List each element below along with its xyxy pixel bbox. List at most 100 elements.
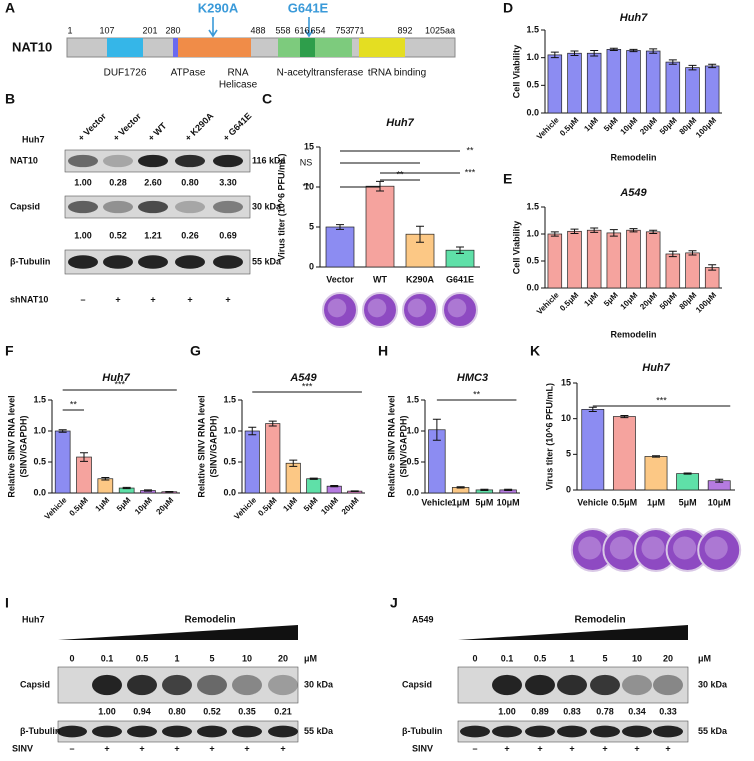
size-label: 116 kDa xyxy=(252,155,287,165)
x-tick-label: 1μM xyxy=(582,115,600,133)
x-tick-label: 0.5μM xyxy=(67,495,90,518)
plaque-spots xyxy=(327,298,347,318)
x-tick-label: 20μM xyxy=(340,495,361,516)
quant-label: 1.00 xyxy=(74,177,92,187)
bar xyxy=(244,430,260,494)
plaque-spots xyxy=(447,298,467,318)
x-tick-label: Vehicle xyxy=(535,290,561,316)
size-label: 30 kDa xyxy=(252,201,282,211)
bar xyxy=(644,456,668,491)
error-bar xyxy=(456,246,464,254)
bar xyxy=(567,52,582,114)
dose-label: 10 xyxy=(242,653,252,663)
blot-band xyxy=(460,725,490,738)
chart-title: A549 xyxy=(619,187,647,199)
blot-band xyxy=(492,725,522,738)
y-tick-label: 10 xyxy=(304,181,314,191)
y-tick-label: 0.0 xyxy=(406,487,419,497)
error-bar xyxy=(101,477,110,481)
error-bar xyxy=(336,224,344,230)
plaque-spots xyxy=(578,536,602,560)
bar xyxy=(685,252,700,289)
significance-label: *** xyxy=(302,381,313,391)
dose-label: 0.1 xyxy=(501,653,514,663)
blot-band xyxy=(103,200,133,214)
treatment-mark: + xyxy=(115,294,120,304)
x-tick-label: 5μM xyxy=(679,497,697,507)
y-axis-label: Relative SINV RNA level xyxy=(386,395,396,497)
x-tick-label: 0.5μM xyxy=(558,290,581,313)
size-label: 55 kDa xyxy=(304,726,334,736)
quant-label: 0.52 xyxy=(203,706,221,716)
error-bar xyxy=(248,426,257,436)
row-label: Capsid xyxy=(10,201,40,211)
dose-label: 20 xyxy=(663,653,673,663)
mutation-label: G641E xyxy=(288,0,329,15)
treatment-mark: + xyxy=(104,743,109,753)
error-bar xyxy=(456,486,465,489)
blot-band xyxy=(57,725,87,738)
error-bar xyxy=(683,472,692,475)
error-bar xyxy=(570,228,579,234)
row-label: β-Tubulin xyxy=(10,256,50,266)
blot-band xyxy=(138,200,168,214)
error-bar xyxy=(570,50,579,56)
chart-title: HMC3 xyxy=(457,372,488,384)
error-bar xyxy=(550,231,559,237)
chart-title: A549 xyxy=(289,372,317,384)
protein-name: NAT10 xyxy=(12,39,52,54)
quant-label: 0.28 xyxy=(109,177,127,187)
x-tick-label: 5μM xyxy=(602,290,620,308)
blot-band xyxy=(213,154,243,168)
panel-label: B xyxy=(5,91,15,107)
error-bar xyxy=(330,485,339,488)
significance-label: ** xyxy=(473,389,481,399)
position-label: 107 xyxy=(99,25,114,35)
blot-band xyxy=(557,725,587,738)
cell-label: A549 xyxy=(412,614,434,624)
treatment-mark: – xyxy=(472,743,477,753)
y-tick-label: 1.0 xyxy=(526,228,539,238)
plaque-spots xyxy=(673,536,697,560)
x-tick-label: 100μM xyxy=(694,290,718,314)
x-tick-label: Vector xyxy=(326,274,354,284)
quant-label: 0.94 xyxy=(133,706,151,716)
x-axis-label: Remodelin xyxy=(610,329,656,339)
y-tick-label: 1.5 xyxy=(406,394,419,404)
x-tick-label: 10μM xyxy=(708,497,731,507)
error-bar xyxy=(480,488,489,492)
blot-band xyxy=(557,674,587,696)
error-bar xyxy=(590,227,599,233)
blot-band xyxy=(92,725,122,738)
error-bar xyxy=(416,225,424,243)
blot-band xyxy=(162,674,192,696)
bar xyxy=(54,430,71,494)
significance-label: NS xyxy=(300,157,313,167)
blot-band xyxy=(92,674,122,696)
treatment-mark: + xyxy=(602,743,607,753)
dose-label: 10 xyxy=(632,653,642,663)
bar xyxy=(306,478,322,494)
y-tick-label: 1.0 xyxy=(526,52,539,62)
x-tick-label: Vehicle xyxy=(535,115,561,141)
quant-label: 0.33 xyxy=(659,706,677,716)
dose-label: 0.1 xyxy=(101,653,114,663)
chart-title: Huh7 xyxy=(620,12,648,24)
quant-label: 0.21 xyxy=(274,706,292,716)
mutation-arrow xyxy=(208,17,314,38)
bar xyxy=(676,473,700,491)
treatment-mark: + xyxy=(280,743,285,753)
quant-label: 1.00 xyxy=(98,706,116,716)
quant-label: 0.78 xyxy=(596,706,614,716)
bar xyxy=(76,456,92,494)
treatment-mark: + xyxy=(225,294,230,304)
x-tick-label: Vehicle xyxy=(232,495,258,521)
plaque-spots xyxy=(609,536,633,560)
y-tick-label: 0 xyxy=(566,484,571,494)
lane-label: + WT xyxy=(146,120,169,143)
blot-band xyxy=(175,200,205,214)
size-label: 55 kDa xyxy=(698,726,728,736)
domain-label: ATPase xyxy=(171,68,206,79)
y-axis-label: Cell Viability xyxy=(511,221,521,274)
error-bar xyxy=(649,229,658,234)
